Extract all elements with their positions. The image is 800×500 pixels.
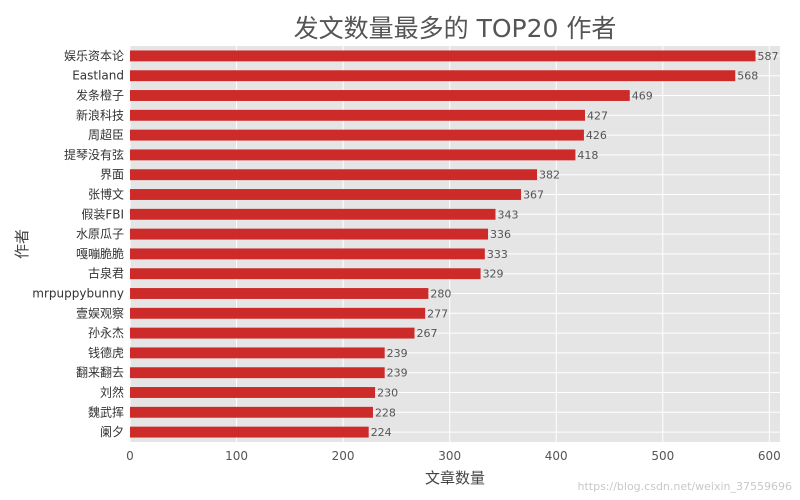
x-tick-label: 300 bbox=[438, 449, 461, 463]
bar bbox=[130, 50, 756, 62]
x-axis-title: 文章数量 bbox=[425, 469, 485, 487]
bar bbox=[130, 307, 426, 319]
data-label: 228 bbox=[375, 406, 396, 419]
x-tick-label: 100 bbox=[225, 449, 248, 463]
bar bbox=[130, 248, 485, 260]
y-tick-label: 提琴没有弦 bbox=[64, 147, 124, 162]
y-tick-label: Eastland bbox=[72, 69, 124, 83]
data-label: 469 bbox=[632, 90, 653, 103]
data-label: 367 bbox=[523, 189, 544, 202]
y-tick-label: 界面 bbox=[100, 168, 124, 182]
data-label: 333 bbox=[487, 248, 508, 261]
data-label: 224 bbox=[371, 426, 392, 439]
y-tick-label: 周超臣 bbox=[88, 127, 124, 142]
data-label: 343 bbox=[497, 208, 518, 221]
y-tick-label: 刘然 bbox=[100, 385, 124, 400]
data-label: 230 bbox=[377, 387, 398, 400]
y-tick-label: 假装FBI bbox=[81, 207, 124, 221]
y-tick-label: 嘎嘣脆脆 bbox=[76, 246, 124, 261]
data-label: 426 bbox=[586, 129, 607, 142]
data-label: 277 bbox=[427, 307, 448, 320]
data-label: 568 bbox=[737, 70, 758, 83]
chart-title: 发文数量最多的 TOP20 作者 bbox=[294, 14, 617, 43]
plot-area bbox=[130, 46, 780, 442]
bar bbox=[130, 426, 369, 438]
y-tick-label: 古泉君 bbox=[88, 266, 124, 281]
labels: 0 100 200 300 400 500 600 娱乐资本论 587 Eastland 568 发条… bbox=[32, 49, 781, 463]
bar bbox=[130, 149, 576, 161]
data-label: 587 bbox=[757, 50, 778, 63]
y-tick-label: 新浪科技 bbox=[76, 107, 124, 122]
x-tick-label: 0 bbox=[126, 449, 134, 463]
y-tick-label: 翻来翻去 bbox=[76, 366, 124, 380]
data-label: 280 bbox=[430, 288, 451, 301]
data-label: 382 bbox=[539, 169, 560, 182]
bar bbox=[130, 129, 584, 141]
bar bbox=[130, 327, 415, 339]
y-tick-label: 发条橙子 bbox=[76, 88, 124, 103]
bar bbox=[130, 406, 373, 418]
bar bbox=[130, 288, 429, 299]
bar bbox=[130, 169, 538, 181]
bar bbox=[130, 347, 385, 359]
y-tick-label: 水原瓜子 bbox=[76, 227, 124, 241]
bar bbox=[130, 90, 630, 101]
x-tick-label: 200 bbox=[332, 449, 355, 463]
bar bbox=[130, 189, 522, 200]
x-tick-label: 500 bbox=[651, 449, 674, 463]
data-label: 336 bbox=[490, 228, 511, 241]
y-tick-label: 魏武挥 bbox=[88, 404, 124, 419]
data-label: 418 bbox=[577, 149, 598, 162]
data-label: 329 bbox=[483, 268, 504, 281]
bar bbox=[130, 367, 385, 379]
y-axis-title: 作者 bbox=[13, 229, 31, 259]
bar bbox=[130, 387, 376, 398]
bar bbox=[130, 208, 496, 220]
y-tick-label: 钱德虎 bbox=[88, 345, 124, 360]
x-tick-label: 400 bbox=[545, 449, 568, 463]
bar bbox=[130, 268, 481, 280]
data-label: 239 bbox=[387, 347, 408, 360]
y-tick-label: 阑夕 bbox=[100, 424, 124, 439]
y-tick-label: 娱乐资本论 bbox=[64, 49, 124, 63]
bar bbox=[130, 109, 585, 121]
bar bbox=[130, 70, 736, 82]
data-label: 427 bbox=[587, 109, 608, 122]
bar bbox=[130, 228, 489, 240]
data-label: 267 bbox=[417, 327, 438, 340]
y-tick-label: 张博文 bbox=[88, 187, 124, 202]
y-tick-label: 壹娱观察 bbox=[76, 306, 124, 320]
data-label: 239 bbox=[387, 367, 408, 380]
x-tick-label: 600 bbox=[758, 449, 781, 463]
y-tick-label: 孙永杰 bbox=[88, 326, 124, 340]
watermark: https://blog.csdn.net/weixin_37559696 bbox=[577, 480, 792, 493]
y-tick-label: mrpuppybunny bbox=[32, 287, 124, 301]
bars bbox=[130, 50, 756, 438]
